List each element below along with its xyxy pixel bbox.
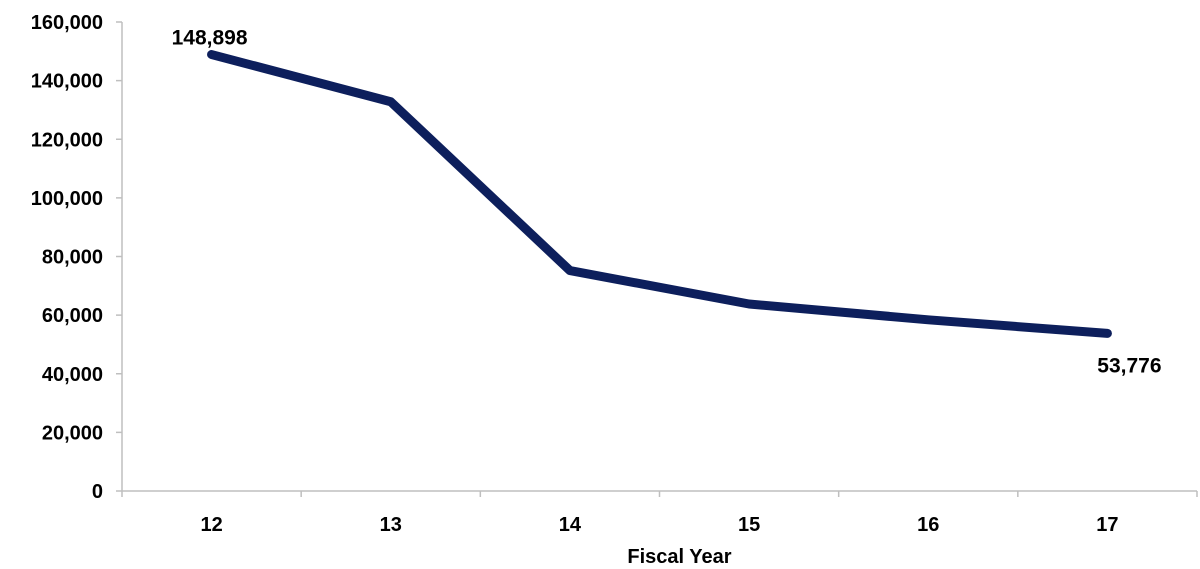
data-label: 148,898 [172,27,248,50]
x-tick-label: 12 [200,514,222,536]
y-tick-label: 80,000 [42,247,103,269]
y-tick-label: 120,000 [31,129,103,151]
series-line [207,50,1112,338]
x-tick-label: 13 [380,514,402,536]
plot-area: 148,898 53,776 [172,27,1162,378]
y-tick-label: 140,000 [31,71,103,93]
y-tick-label: 20,000 [42,422,103,444]
y-tick-label: 60,000 [42,305,103,327]
y-tick-label: 0 [92,481,103,503]
x-axis-title: Fiscal Year [627,546,731,568]
x-axis: 12 13 14 15 16 17 [121,490,1198,536]
y-tick-label: 160,000 [31,12,103,34]
x-tick-label: 14 [559,514,582,536]
y-tick-label: 100,000 [31,188,103,210]
x-tick-label: 16 [917,514,939,536]
y-axis: 0 20,000 40,000 60,000 80,000 100,000 120,000 1… [31,12,123,503]
y-tick-label: 40,000 [42,364,103,386]
x-tick-label: 15 [738,514,760,536]
data-label: 53,776 [1097,354,1161,377]
x-tick-label: 17 [1096,514,1118,536]
